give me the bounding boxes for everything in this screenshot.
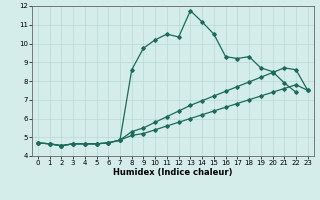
- X-axis label: Humidex (Indice chaleur): Humidex (Indice chaleur): [113, 168, 233, 177]
